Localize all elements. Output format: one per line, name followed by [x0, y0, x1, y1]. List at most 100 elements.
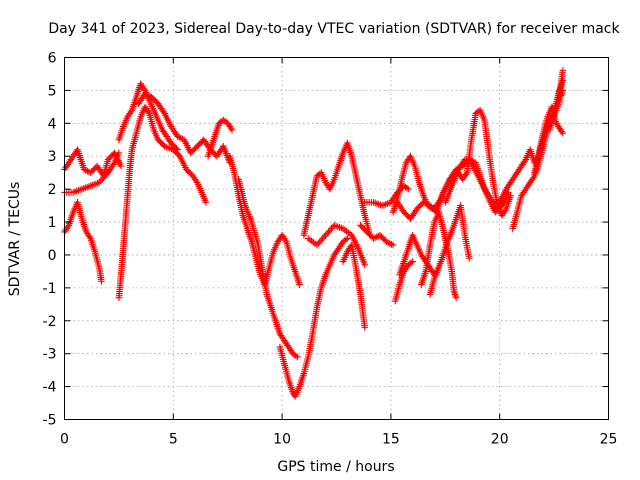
chart-title: Day 341 of 2023, Sidereal Day-to-day VTE…	[48, 21, 620, 37]
x-axis-label: GPS time / hours	[277, 459, 394, 475]
data-point	[371, 234, 379, 241]
data-point	[144, 92, 152, 99]
data-point	[117, 162, 125, 170]
data-point	[315, 240, 322, 247]
y-tick-label: -3	[43, 347, 57, 363]
data-point	[326, 226, 334, 234]
data-point	[383, 238, 390, 246]
data-point	[160, 108, 167, 116]
data-point	[86, 233, 93, 241]
data-point	[174, 146, 181, 153]
data-point	[323, 230, 331, 237]
data-point	[423, 200, 431, 208]
data-point	[294, 353, 301, 361]
data-layer	[61, 67, 567, 400]
x-tick-label: 10	[273, 432, 291, 448]
data-point	[140, 85, 148, 93]
data-point	[296, 281, 303, 288]
y-tick-label: 3	[48, 149, 57, 165]
y-tick-label: -4	[43, 380, 57, 396]
y-tick-label: 6	[48, 51, 57, 67]
data-point	[202, 199, 210, 206]
data-point	[282, 236, 289, 244]
data-point	[322, 231, 329, 239]
data-point	[501, 207, 509, 214]
data-point	[559, 129, 567, 137]
data-point	[386, 240, 394, 247]
x-tick-label: 0	[60, 432, 69, 448]
x-tick-label: 15	[382, 432, 400, 448]
data-point	[462, 171, 470, 178]
data-point	[328, 225, 335, 232]
data-point	[463, 157, 470, 164]
data-point	[96, 179, 103, 186]
data-point	[316, 238, 324, 246]
data-point	[82, 166, 90, 174]
y-tick-label: 4	[48, 116, 57, 132]
data-point	[228, 126, 236, 134]
data-point	[389, 241, 397, 249]
data-point	[173, 145, 180, 152]
data-point	[452, 294, 460, 302]
data-point	[64, 223, 72, 231]
data-point	[317, 236, 325, 244]
data-point	[361, 261, 369, 269]
y-tick-label: -1	[43, 281, 57, 297]
y-tick-label: -2	[43, 314, 57, 330]
data-point	[344, 235, 351, 242]
data-point	[100, 174, 107, 181]
data-point	[143, 91, 150, 98]
data-point	[174, 133, 181, 140]
data-point	[521, 157, 529, 165]
data-point	[110, 161, 117, 168]
data-point	[384, 239, 392, 246]
plot-frame	[64, 57, 609, 420]
data-point	[405, 185, 412, 193]
y-tick-label: 1	[48, 215, 57, 231]
x-tick-label: 5	[169, 432, 178, 448]
y-tick-label: 5	[48, 83, 57, 99]
data-point	[325, 228, 332, 236]
data-point	[80, 166, 88, 173]
axis-ticks: 0 5 10 15 20 25 -5 -4 -3 -2 -1 0 1 2 3 4 5 6	[43, 51, 618, 448]
data-point	[464, 157, 472, 165]
data-point	[403, 184, 411, 192]
data-point	[313, 241, 321, 249]
data-point	[144, 108, 152, 116]
x-tick-label: 25	[600, 432, 618, 448]
data-point	[342, 236, 350, 243]
data-point	[559, 67, 567, 74]
y-tick-label: 2	[48, 182, 57, 198]
data-point	[530, 174, 537, 181]
data-point	[141, 90, 149, 97]
data-point	[320, 233, 328, 241]
data-point	[97, 177, 105, 185]
data-point	[421, 199, 429, 207]
data-point	[98, 277, 105, 285]
data-point	[177, 134, 185, 142]
x-tick-label: 20	[491, 432, 509, 448]
y-tick-label: 0	[48, 248, 57, 264]
data-point	[420, 199, 427, 206]
data-point	[361, 324, 369, 331]
data-point	[370, 235, 377, 242]
data-point	[192, 177, 200, 185]
data-point	[227, 124, 235, 132]
data-point	[409, 258, 416, 265]
y-tick-label: -5	[43, 413, 57, 429]
data-point	[407, 259, 415, 266]
data-point	[115, 149, 123, 157]
data-point	[127, 108, 135, 116]
data-point	[388, 240, 395, 248]
y-axis-label: SDTVAR / TECUs	[7, 182, 23, 297]
data-point	[559, 77, 567, 84]
data-point	[292, 352, 300, 360]
data-point	[319, 235, 327, 242]
data-point	[101, 172, 109, 180]
data-point	[465, 254, 473, 262]
data-point	[558, 128, 566, 135]
data-point	[98, 175, 106, 183]
data-point	[461, 156, 469, 163]
data-point	[175, 134, 183, 141]
